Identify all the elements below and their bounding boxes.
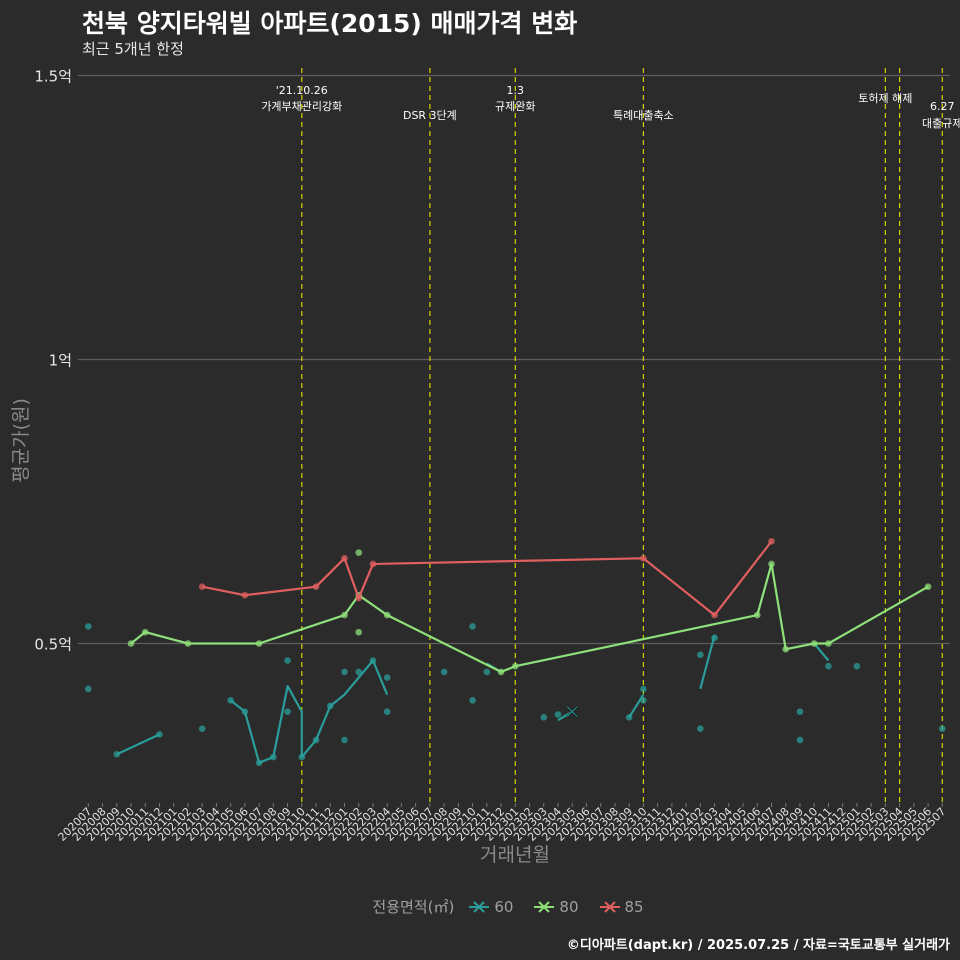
data-point-60	[540, 714, 548, 721]
data-point-80	[768, 560, 775, 568]
data-point-80	[127, 640, 135, 647]
data-point-60	[697, 725, 704, 732]
data-point-60	[640, 697, 647, 704]
data-point-85	[198, 583, 206, 590]
data-point-60	[383, 674, 391, 681]
data-point-60	[796, 736, 804, 744]
data-point-80	[383, 611, 391, 619]
data-point-60	[697, 651, 704, 659]
legend-item-80: 80	[533, 898, 592, 916]
series-line-80	[130, 562, 929, 673]
data-point-60	[284, 708, 291, 715]
event-annotation: '21.10.26	[276, 84, 328, 97]
data-point-60	[270, 753, 277, 761]
source-caption: ©디아파트(dapt.kr) / 2025.07.25 / 자료=국토교통부 실…	[566, 938, 950, 953]
legend-title: 전용면적(㎡)	[372, 898, 455, 916]
data-point-80	[810, 640, 818, 647]
data-point-80	[497, 668, 505, 676]
data-point-80	[255, 640, 263, 647]
data-point-80	[512, 662, 519, 670]
data-point-60	[483, 668, 491, 676]
event-annotation: 6.27	[930, 100, 955, 113]
data-point-60	[825, 662, 832, 670]
data-point-85	[355, 594, 363, 602]
legend-swatch-85	[599, 900, 620, 913]
data-point-85	[312, 583, 320, 590]
data-point-60	[85, 685, 92, 693]
legend: 전용면적(㎡) 60 80 85	[0, 896, 960, 917]
event-annotation: 특례대출축소	[613, 109, 674, 122]
data-point-60	[326, 702, 334, 710]
event-annotation: 가계부채관리강화	[261, 100, 342, 113]
event-annotation: 규제완화	[495, 100, 535, 113]
y-tick-label: 1억	[49, 352, 72, 370]
y-tick-label: 0.5억	[34, 636, 72, 654]
data-point-60	[711, 634, 718, 642]
data-point-80	[141, 628, 149, 636]
data-point-80	[924, 583, 932, 590]
event-annotation: DSR 3단계	[403, 109, 457, 122]
data-point-60	[625, 714, 633, 721]
data-point-60	[469, 623, 476, 630]
series-line-60	[116, 733, 160, 756]
data-point-60	[341, 736, 348, 744]
data-point-80	[355, 628, 363, 636]
data-point-60	[227, 697, 234, 704]
legend-swatch-60	[469, 900, 490, 913]
data-point-60	[298, 753, 306, 761]
chart-title: 천북 양지타워빌 아파트(2015) 매매가격 변화	[82, 9, 578, 38]
series-line-60	[243, 659, 389, 764]
data-point-85	[768, 537, 775, 545]
y-axis-label: 평균가(원)	[9, 397, 32, 483]
event-annotation: 1.3	[507, 84, 525, 97]
data-point-85	[241, 591, 249, 599]
data-point-60	[85, 623, 92, 630]
data-point-60	[312, 736, 320, 744]
data-point-60	[284, 657, 291, 664]
data-point-60	[640, 685, 647, 693]
data-point-85	[640, 555, 647, 562]
legend-label-60: 60	[494, 897, 514, 916]
legend-swatch-80	[534, 900, 555, 913]
data-point-60	[341, 668, 348, 676]
data-point-80	[341, 611, 348, 619]
chart-subtitle: 최근 5개년 한정	[82, 40, 184, 58]
y-tick-label: 1.5억	[34, 68, 72, 86]
y-axis-label-wrap: 평균가(원)	[2, 380, 36, 500]
data-point-60	[255, 759, 263, 767]
data-point-60	[554, 711, 562, 718]
data-point-80	[782, 645, 790, 653]
data-point-60	[383, 708, 391, 715]
data-point-60	[939, 725, 946, 732]
data-point-80	[825, 640, 832, 647]
legend-label-85: 85	[624, 897, 644, 916]
event-annotation: 토허제 해제	[858, 91, 912, 105]
data-point-60	[113, 750, 121, 758]
series-line-60	[813, 642, 830, 662]
data-point-60	[369, 657, 377, 664]
legend-item-85: 85	[599, 898, 658, 916]
series-line-60	[699, 634, 716, 690]
data-point-60	[469, 697, 476, 704]
cross-marker	[566, 706, 578, 718]
data-point-60	[440, 668, 448, 676]
data-point-80	[184, 640, 192, 647]
data-point-60	[241, 708, 249, 715]
data-point-80	[753, 611, 761, 619]
data-point-60	[156, 731, 163, 738]
data-point-80	[355, 549, 363, 556]
legend-item-60: 60	[468, 898, 527, 916]
data-point-85	[711, 611, 718, 619]
legend-label-80: 80	[559, 897, 579, 916]
data-point-60	[796, 708, 804, 715]
series-line-85	[201, 540, 773, 617]
data-point-60	[355, 668, 363, 676]
data-point-60	[853, 662, 861, 670]
data-point-85	[341, 555, 348, 562]
x-axis-label: 거래년월	[480, 844, 550, 866]
event-annotation: 대출규제	[922, 117, 960, 130]
data-point-85	[369, 560, 377, 568]
data-point-60	[198, 725, 206, 732]
